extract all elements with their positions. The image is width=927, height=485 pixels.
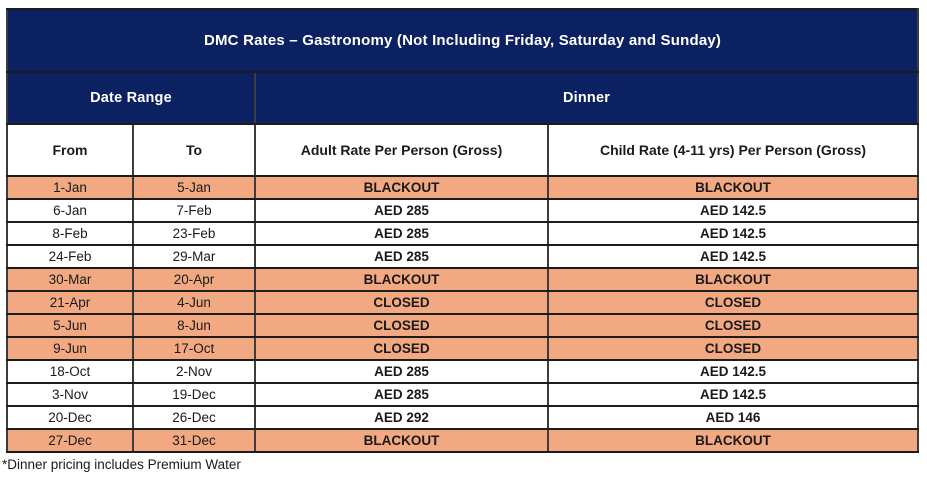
table-row: 9-Jun 17-Oct CLOSED CLOSED bbox=[6, 336, 920, 361]
cell-from: 8-Feb bbox=[6, 221, 134, 246]
cell-adult-rate: BLACKOUT bbox=[254, 428, 549, 453]
cell-adult-rate: BLACKOUT bbox=[254, 175, 549, 200]
footnote: *Dinner pricing includes Premium Water bbox=[2, 457, 241, 472]
cell-child-rate: CLOSED bbox=[546, 313, 920, 338]
table-row: 6-Jan 7-Feb AED 285 AED 142.5 bbox=[6, 198, 920, 223]
column-header-child-rate: Child Rate (4-11 yrs) Per Person (Gross) bbox=[546, 123, 920, 177]
cell-child-rate: CLOSED bbox=[546, 290, 920, 315]
cell-adult-rate: AED 285 bbox=[254, 382, 549, 407]
table-row: 20-Dec 26-Dec AED 292 AED 146 bbox=[6, 405, 920, 430]
cell-adult-rate: AED 285 bbox=[254, 244, 549, 269]
column-header-row: From To Adult Rate Per Person (Gross) Ch… bbox=[6, 123, 920, 177]
cell-from: 18-Oct bbox=[6, 359, 134, 384]
group-header-dinner: Dinner bbox=[253, 71, 920, 125]
cell-to: 7-Feb bbox=[132, 198, 256, 223]
cell-to: 2-Nov bbox=[132, 359, 256, 384]
table-row: 1-Jan 5-Jan BLACKOUT BLACKOUT bbox=[6, 175, 920, 200]
cell-from: 9-Jun bbox=[6, 336, 134, 361]
cell-to: 19-Dec bbox=[132, 382, 256, 407]
cell-adult-rate: AED 292 bbox=[254, 405, 549, 430]
cell-child-rate: AED 142.5 bbox=[546, 221, 920, 246]
cell-from: 3-Nov bbox=[6, 382, 134, 407]
cell-to: 8-Jun bbox=[132, 313, 256, 338]
table-title: DMC Rates – Gastronomy (Not Including Fr… bbox=[5, 8, 920, 73]
rates-table: DMC Rates – Gastronomy (Not Including Fr… bbox=[5, 8, 920, 453]
cell-adult-rate: AED 285 bbox=[254, 221, 549, 246]
cell-child-rate: BLACKOUT bbox=[546, 267, 920, 292]
cell-from: 6-Jan bbox=[6, 198, 134, 223]
cell-to: 31-Dec bbox=[132, 428, 256, 453]
title-row: DMC Rates – Gastronomy (Not Including Fr… bbox=[5, 8, 920, 73]
column-header-to: To bbox=[132, 123, 256, 177]
table-row: 3-Nov 19-Dec AED 285 AED 142.5 bbox=[6, 382, 920, 407]
cell-adult-rate: BLACKOUT bbox=[254, 267, 549, 292]
cell-to: 23-Feb bbox=[132, 221, 256, 246]
cell-to: 20-Apr bbox=[132, 267, 256, 292]
cell-adult-rate: CLOSED bbox=[254, 313, 549, 338]
cell-from: 27-Dec bbox=[6, 428, 134, 453]
table-row: 8-Feb 23-Feb AED 285 AED 142.5 bbox=[6, 221, 920, 246]
cell-from: 24-Feb bbox=[6, 244, 134, 269]
cell-to: 17-Oct bbox=[132, 336, 256, 361]
cell-child-rate: CLOSED bbox=[546, 336, 920, 361]
cell-adult-rate: AED 285 bbox=[254, 359, 549, 384]
cell-from: 21-Apr bbox=[6, 290, 134, 315]
cell-adult-rate: CLOSED bbox=[254, 290, 549, 315]
cell-adult-rate: CLOSED bbox=[254, 336, 549, 361]
cell-child-rate: AED 146 bbox=[546, 405, 920, 430]
cell-child-rate: AED 142.5 bbox=[546, 359, 920, 384]
column-header-adult-rate: Adult Rate Per Person (Gross) bbox=[254, 123, 549, 177]
cell-to: 26-Dec bbox=[132, 405, 256, 430]
table-row: 5-Jun 8-Jun CLOSED CLOSED bbox=[6, 313, 920, 338]
group-header-row: Date Range Dinner bbox=[6, 71, 920, 125]
table-row: 24-Feb 29-Mar AED 285 AED 142.5 bbox=[6, 244, 920, 269]
cell-child-rate: AED 142.5 bbox=[546, 198, 920, 223]
group-header-date-range: Date Range bbox=[6, 71, 256, 125]
column-header-from: From bbox=[6, 123, 134, 177]
table-row: 21-Apr 4-Jun CLOSED CLOSED bbox=[6, 290, 920, 315]
cell-from: 20-Dec bbox=[6, 405, 134, 430]
cell-adult-rate: AED 285 bbox=[254, 198, 549, 223]
table-row: 30-Mar 20-Apr BLACKOUT BLACKOUT bbox=[6, 267, 920, 292]
cell-child-rate: AED 142.5 bbox=[546, 244, 920, 269]
cell-child-rate: AED 142.5 bbox=[546, 382, 920, 407]
cell-child-rate: BLACKOUT bbox=[546, 175, 920, 200]
cell-to: 4-Jun bbox=[132, 290, 256, 315]
cell-from: 5-Jun bbox=[6, 313, 134, 338]
cell-from: 30-Mar bbox=[6, 267, 134, 292]
table-row: 18-Oct 2-Nov AED 285 AED 142.5 bbox=[6, 359, 920, 384]
cell-to: 5-Jan bbox=[132, 175, 256, 200]
table-row: 27-Dec 31-Dec BLACKOUT BLACKOUT bbox=[6, 428, 920, 453]
cell-to: 29-Mar bbox=[132, 244, 256, 269]
cell-child-rate: BLACKOUT bbox=[546, 428, 920, 453]
rates-sheet: DMC Rates – Gastronomy (Not Including Fr… bbox=[2, 8, 920, 472]
cell-from: 1-Jan bbox=[6, 175, 134, 200]
